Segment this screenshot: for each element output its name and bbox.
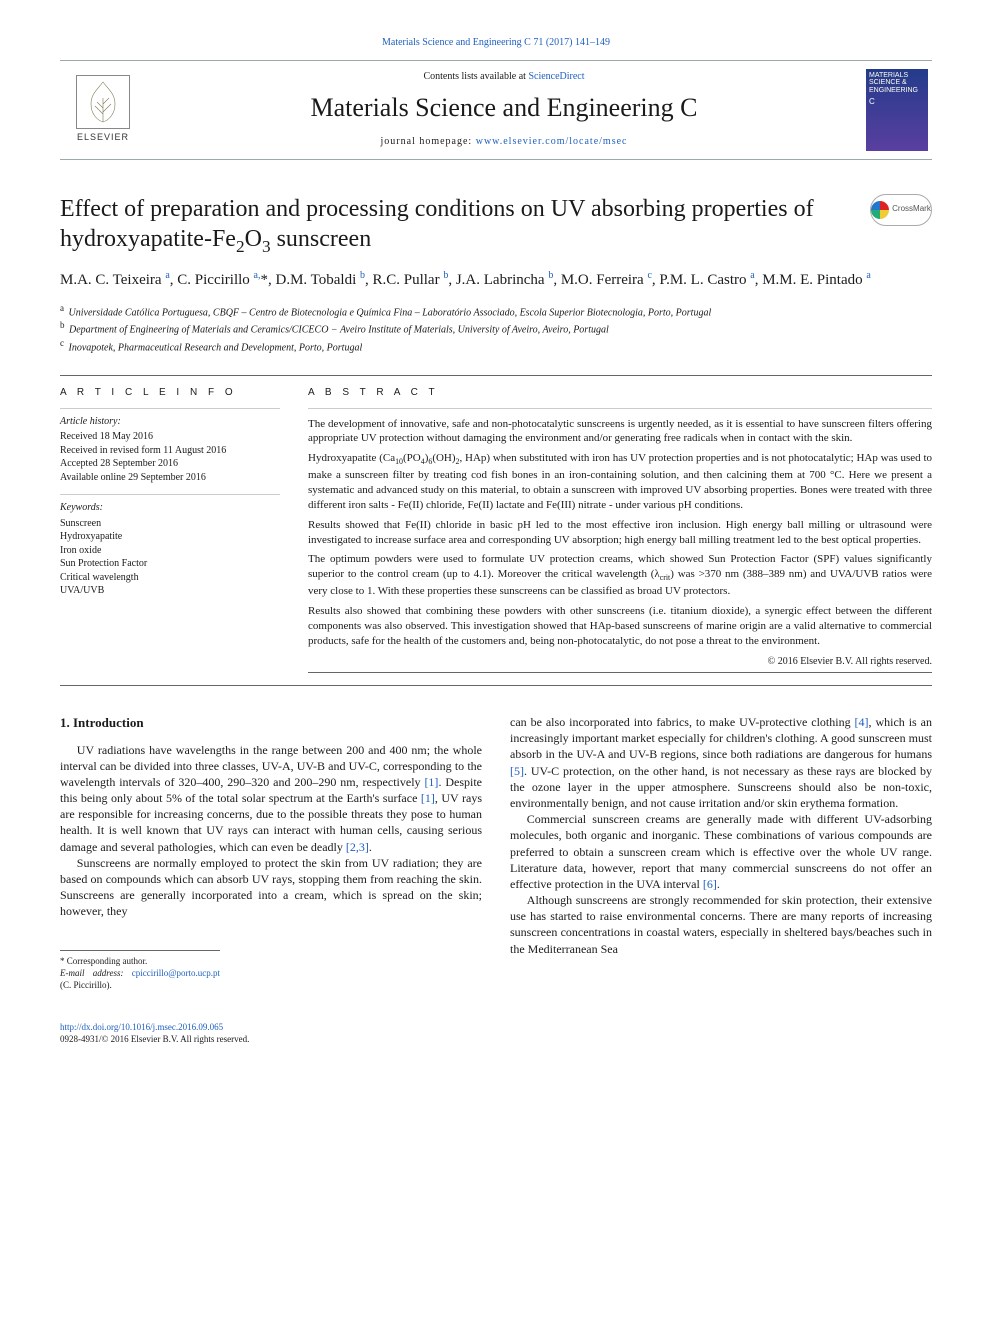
section-divider (60, 685, 932, 686)
abstract-paragraph: Hydroxyapatite (Ca10(PO4)6(OH)2, HAp) wh… (308, 451, 932, 512)
sciencedirect-link[interactable]: ScienceDirect (528, 71, 584, 82)
journal-cover-thumb: MATERIALSSCIENCE &ENGINEERING C (866, 69, 928, 151)
running-head: Materials Science and Engineering C 71 (… (60, 36, 932, 50)
history-label: Article history: (60, 415, 280, 429)
keyword-item: UVA/UVB (60, 584, 280, 598)
article-title: Effect of preparation and processing con… (60, 194, 854, 257)
masthead: ELSEVIER Contents lists available at Sci… (60, 60, 932, 160)
body-paragraph: Although sunscreens are strongly recomme… (510, 892, 932, 957)
contents-available: Contents lists available at ScienceDirec… (156, 70, 852, 84)
keyword-item: Sun Protection Factor (60, 557, 280, 571)
affiliation-line: a Universidade Católica Portuguesa, CBQF… (60, 302, 932, 320)
keyword-item: Sunscreen (60, 517, 280, 531)
history-line: Received 18 May 2016 (60, 430, 280, 444)
abstract-bottom-rule (308, 672, 932, 673)
publisher-logo: ELSEVIER (64, 75, 142, 143)
elsevier-tree-icon (76, 75, 130, 129)
issn-copyright: 0928-4931/© 2016 Elsevier B.V. All right… (60, 1033, 932, 1045)
history-line: Received in revised form 11 August 2016 (60, 444, 280, 458)
abstract-paragraph: Results showed that Fe(II) chloride in b… (308, 518, 932, 548)
keyword-item: Hydroxyapatite (60, 530, 280, 544)
running-head-link[interactable]: Materials Science and Engineering C 71 (… (382, 37, 610, 48)
body-column-right: can be also incorporated into fabrics, t… (510, 714, 932, 991)
keyword-item: Critical wavelength (60, 571, 280, 585)
corresponding-author-footnote: * Corresponding author. E-mail address: … (60, 950, 220, 991)
contents-prefix: Contents lists available at (423, 71, 528, 82)
body-column-left: 1. Introduction UV radiations have wavel… (60, 714, 482, 991)
affiliations: a Universidade Católica Portuguesa, CBQF… (60, 302, 932, 355)
article-info-column: A R T I C L E I N F O Article history: R… (60, 386, 280, 681)
abstract-column: A B S T R A C T The development of innov… (308, 386, 932, 681)
publisher-name: ELSEVIER (77, 131, 129, 143)
introduction-heading: 1. Introduction (60, 714, 482, 732)
abstract-paragraph: Results also showed that combining these… (308, 604, 932, 649)
history-line: Accepted 28 September 2016 (60, 457, 280, 471)
body-paragraph: UV radiations have wavelengths in the ra… (60, 742, 482, 855)
abstract-top-rule (308, 408, 932, 409)
abstract-heading: A B S T R A C T (308, 386, 932, 400)
body-paragraph: Sunscreens are normally employed to prot… (60, 855, 482, 920)
abstract-paragraph: The development of innovative, safe and … (308, 417, 932, 447)
corresponding-name: (C. Piccirillo). (60, 980, 112, 990)
body-paragraph: Commercial sunscreen creams are generall… (510, 811, 932, 892)
page-footer: http://dx.doi.org/10.1016/j.msec.2016.09… (60, 1021, 932, 1045)
doi-link[interactable]: http://dx.doi.org/10.1016/j.msec.2016.09… (60, 1022, 223, 1032)
keyword-item: Iron oxide (60, 544, 280, 558)
homepage-prefix: journal homepage: (381, 136, 476, 147)
article-info-heading: A R T I C L E I N F O (60, 386, 280, 400)
section-divider (60, 375, 932, 376)
history-line: Available online 29 September 2016 (60, 471, 280, 485)
body-paragraph: can be also incorporated into fabrics, t… (510, 714, 932, 811)
author-list: M.A. C. Teixeira a, C. Piccirillo a,*, D… (60, 269, 932, 292)
copyright-line: © 2016 Elsevier B.V. All rights reserved… (308, 655, 932, 669)
keywords-label: Keywords: (60, 501, 280, 515)
corresponding-email-link[interactable]: cpiccirillo@porto.ucp.pt (132, 968, 220, 978)
corresponding-label: * Corresponding author. (60, 955, 220, 967)
email-label: E-mail address: (60, 968, 123, 978)
journal-homepage: journal homepage: www.elsevier.com/locat… (156, 135, 852, 149)
homepage-link[interactable]: www.elsevier.com/locate/msec (476, 136, 628, 147)
affiliation-line: c Inovapotek, Pharmaceutical Research an… (60, 337, 932, 355)
crossmark-icon (871, 201, 889, 219)
abstract-paragraph: The optimum powders were used to formula… (308, 552, 932, 599)
affiliation-line: b Department of Engineering of Materials… (60, 319, 932, 337)
journal-title: Materials Science and Engineering C (156, 90, 852, 125)
crossmark-label: CrossMark (892, 204, 931, 215)
crossmark-badge[interactable]: CrossMark (870, 194, 932, 226)
